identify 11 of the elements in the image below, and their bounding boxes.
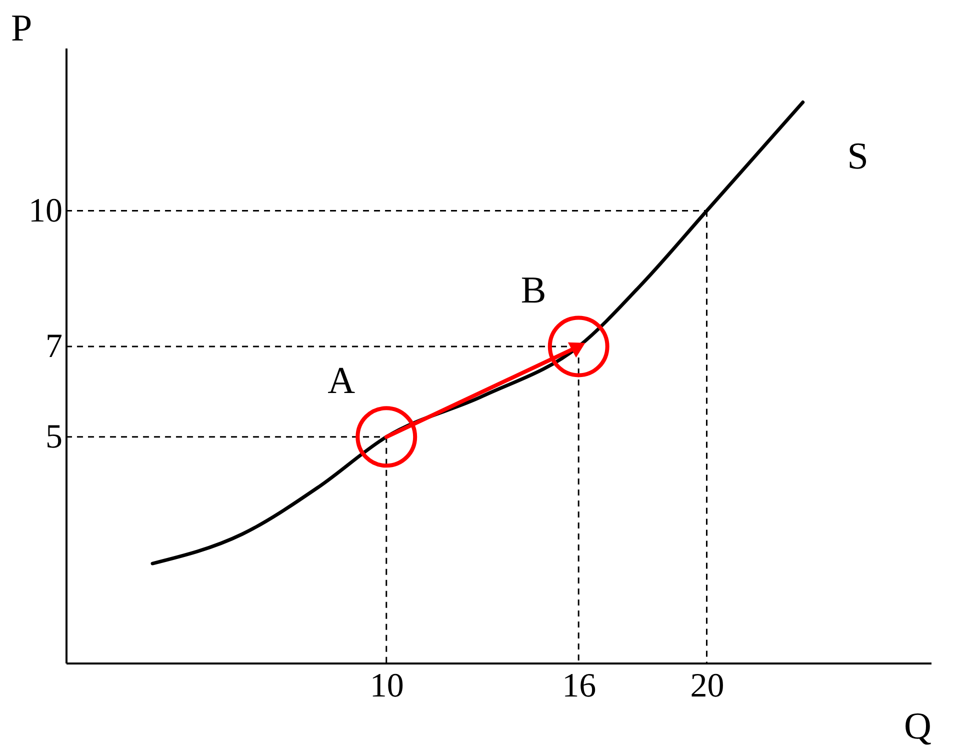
annotation: S [847,135,868,178]
annotation: B [520,269,546,312]
x-tick-label: 16 [562,668,596,704]
x-tick-label: 20 [690,668,724,704]
annotation: A [328,360,356,402]
y-tick-label: 10 [28,192,62,230]
x-axis-title: Q [904,706,932,748]
y-axis-title: P [10,8,32,50]
x-tick-label: 10 [370,668,404,704]
y-tick-label: 5 [46,418,62,456]
y-tick-label: 7 [46,328,62,365]
